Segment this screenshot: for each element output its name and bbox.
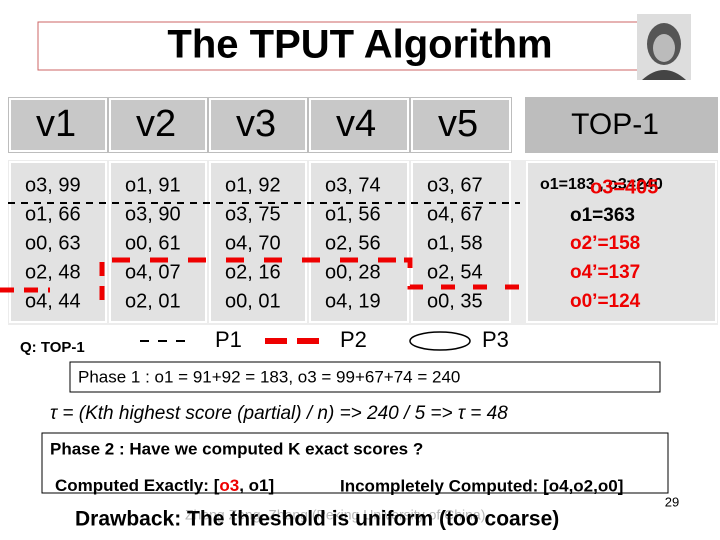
cell: o3, 75 (225, 203, 281, 225)
column-cell (109, 161, 207, 323)
cell: o0, 28 (325, 261, 381, 283)
cell: o1, 92 (225, 174, 281, 196)
photo (637, 14, 691, 80)
thresholds (0, 202, 520, 300)
cell: o2, 48 (25, 261, 81, 283)
cell: o4, 07 (125, 261, 181, 283)
header-cell (411, 98, 511, 152)
phase1-box (69, 361, 661, 393)
cell: o0, 35 (427, 290, 483, 312)
result-header: TOP-1 (571, 108, 659, 141)
column-cell (209, 161, 307, 323)
footer: Zheng Zeng, Zhang (Peking University of … (185, 507, 485, 523)
legend-p2: P2 (340, 327, 367, 352)
header-cell (109, 98, 207, 152)
phase2: Phase 2 : Have we computed K exact score… (50, 439, 423, 458)
drawback: Drawback: The threshold is uniform (too … (75, 508, 559, 531)
header-cell (209, 98, 307, 152)
threshold: τ = (Kth highest score (partial) / n) =>… (50, 403, 508, 424)
result: o2’=158 (570, 233, 640, 254)
header-cell (309, 98, 409, 152)
header: v4 (336, 103, 376, 145)
cell: o1, 66 (25, 203, 81, 225)
result: o0’=124 (570, 291, 641, 312)
legend-query: Q: TOP-1 (20, 339, 85, 356)
text: Computed Exactly: [ (55, 476, 220, 495)
phase1: Phase 1 : o1 = 91+92 = 183, o3 = 99+67+7… (78, 367, 460, 386)
cell: o3, 74 (325, 174, 381, 196)
cell: o2, 56 (325, 232, 381, 254)
result-cell (526, 161, 717, 323)
text: , o1] (239, 476, 274, 495)
cell: o1, 56 (325, 203, 381, 225)
cell: o2, 54 (427, 261, 483, 283)
title: The TPUT Algorithm (167, 23, 552, 67)
result: o4’=137 (570, 262, 640, 283)
legend-p3: P3 (482, 327, 509, 352)
result: o3=405 (590, 176, 658, 198)
legend: Q: TOP-1 P1 P2 P3 (20, 327, 509, 356)
column-cell (9, 161, 107, 323)
cell: o4, 67 (427, 203, 483, 225)
cell: o3, 67 (427, 174, 483, 196)
computed-exactly: Computed Exactly: [o3, o1] (55, 476, 274, 495)
header: v1 (36, 103, 76, 145)
cell: o0, 63 (25, 232, 81, 254)
cell: o3, 99 (25, 174, 81, 196)
phase2-box (41, 432, 669, 494)
incompletely-computed: Incompletely Computed: [o4,o2,o0] (340, 476, 623, 495)
column-cell (411, 161, 511, 323)
cell: o1, 91 (125, 174, 181, 196)
header: v5 (438, 103, 478, 145)
legend-p1: P1 (215, 327, 242, 352)
cell: o4, 44 (25, 290, 81, 312)
cell: o2, 16 (225, 261, 281, 283)
text: o3 (219, 476, 239, 495)
column-cell (309, 161, 409, 323)
cell: o4, 70 (225, 232, 281, 254)
cell: o0, 01 (225, 290, 281, 312)
cell: o1, 58 (427, 232, 483, 254)
result: o1=363 (570, 205, 635, 226)
cell: o2, 01 (125, 290, 181, 312)
header: v2 (136, 103, 176, 145)
header-bg (525, 97, 718, 153)
cell: o4, 19 (325, 290, 381, 312)
cell: o3, 90 (125, 203, 181, 225)
header: v3 (236, 103, 276, 145)
result: o1=183 , o3=240 (540, 176, 663, 193)
cell: o0, 61 (125, 232, 181, 254)
page-number: 29 (665, 494, 679, 509)
table: v1 v2 v3 v4 v5 TOP-1 o3, 99 o1, 91 o1, 92 o3, 74 o… (8, 97, 718, 325)
header-cell (9, 98, 107, 152)
